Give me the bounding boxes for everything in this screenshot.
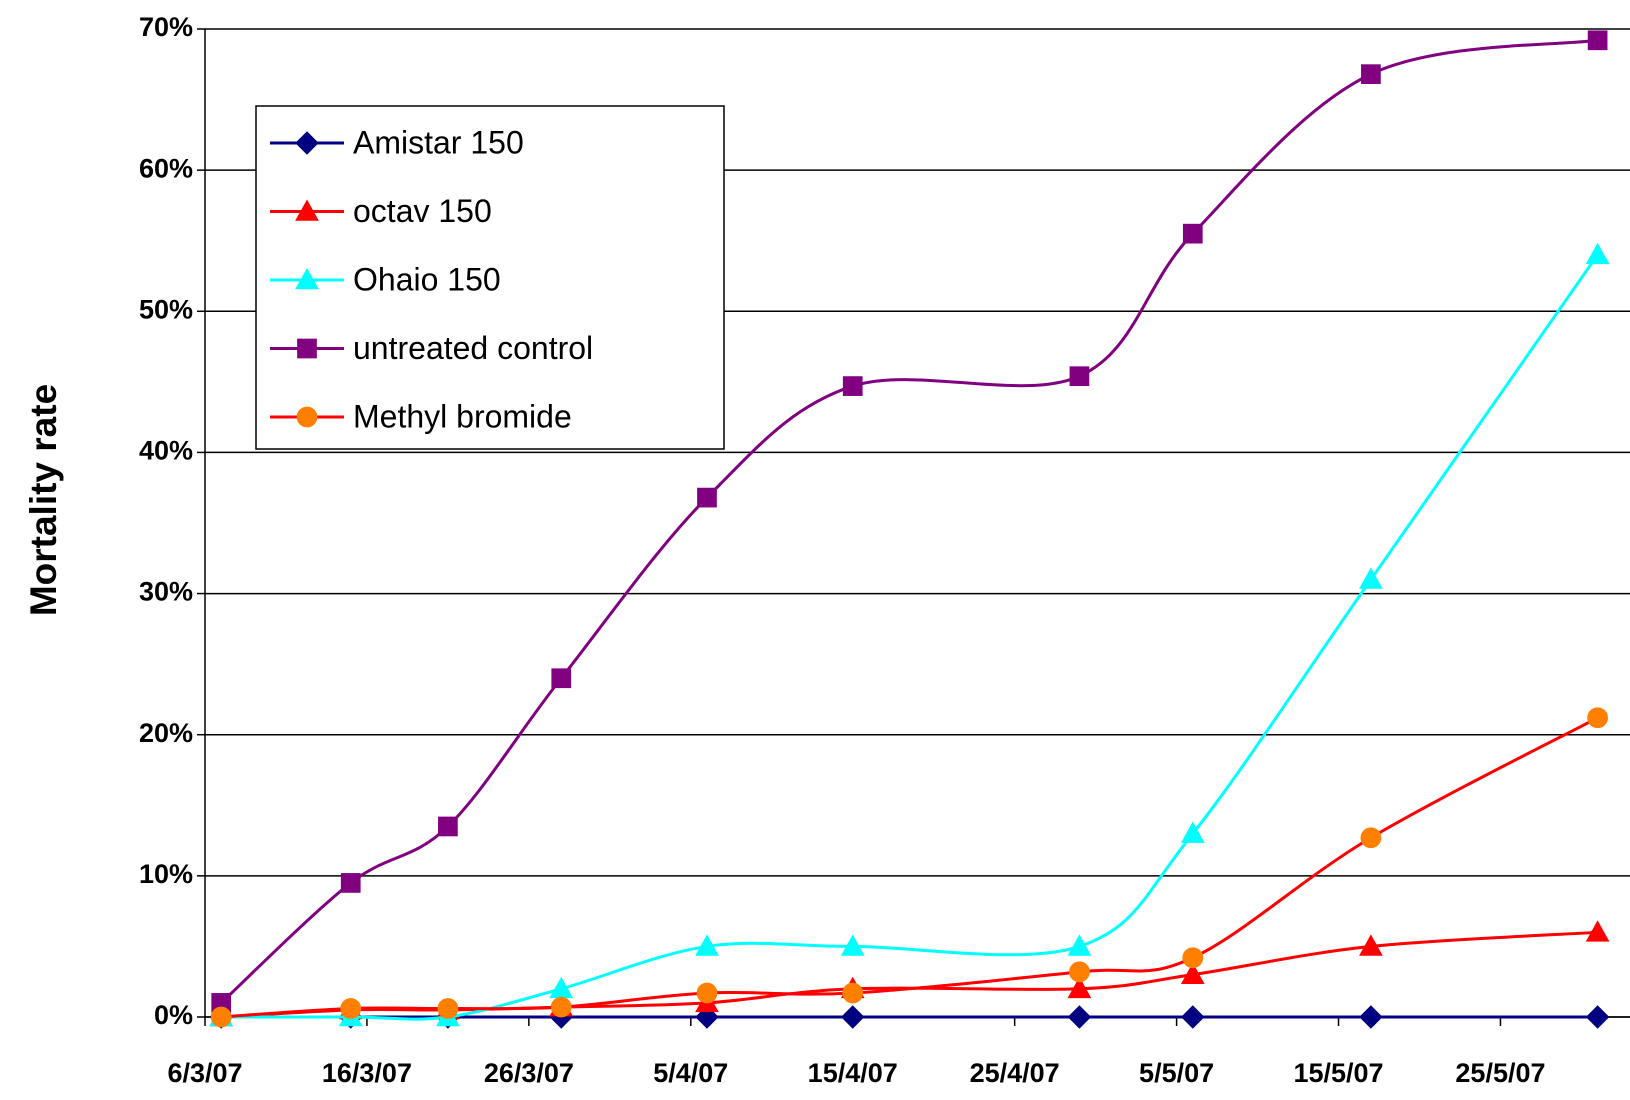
data-point [1181, 1005, 1205, 1029]
y-tick-label: 10% [139, 859, 193, 889]
legend-label: Methyl bromide [353, 398, 572, 434]
series-line [221, 253, 1599, 1021]
legend-label: Ohaio 150 [353, 261, 501, 297]
data-point [1069, 366, 1090, 387]
data-point [1585, 1005, 1610, 1029]
data-point [842, 376, 863, 396]
legend-box [255, 105, 725, 450]
data-point [842, 982, 864, 1004]
legend-label: Amistar 150 [353, 124, 524, 160]
x-tick-label: 6/3/07 [167, 1058, 242, 1088]
y-tick-label: 30% [139, 577, 193, 607]
data-point [697, 487, 717, 508]
data-point [1180, 821, 1205, 843]
series-line [221, 930, 1598, 1019]
y-tick-label: 60% [139, 153, 193, 183]
data-point [1360, 827, 1382, 849]
y-tick-label: 50% [139, 294, 193, 324]
legend-marker [297, 338, 317, 359]
y-tick-label: 20% [139, 718, 193, 748]
series-line [221, 716, 1599, 1019]
legend-label: octav 150 [353, 193, 492, 229]
legend-marker [295, 199, 319, 221]
x-tick-label: 15/5/07 [1293, 1058, 1383, 1088]
data-point [1069, 961, 1090, 983]
x-tick-label: 25/5/07 [1455, 1058, 1545, 1088]
data-point [551, 668, 572, 689]
data-point [1067, 934, 1092, 956]
legend-label: untreated control [353, 330, 593, 366]
x-tick-label: 25/4/07 [970, 1058, 1060, 1088]
x-tick-label: 5/5/07 [1139, 1058, 1214, 1088]
data-point [696, 982, 718, 1004]
legend-marker [295, 131, 319, 155]
y-tick-label: 0% [154, 1000, 193, 1030]
y-tick-label: 40% [139, 436, 193, 466]
data-point [1587, 30, 1608, 51]
data-point [840, 934, 865, 956]
data-point [438, 816, 458, 837]
x-tick-label: 15/4/07 [808, 1058, 898, 1088]
data-point [1361, 64, 1381, 85]
data-point [1585, 242, 1610, 265]
data-point [1359, 934, 1383, 956]
series-line [220, 38, 1598, 1004]
legend-marker [296, 406, 318, 428]
data-point [1359, 567, 1383, 589]
data-point [340, 873, 361, 893]
y-axis-label: Mortality rate [23, 384, 64, 616]
data-point [340, 998, 362, 1019]
data-point [1067, 1005, 1092, 1029]
data-point [1182, 947, 1204, 969]
data-point [210, 1006, 232, 1028]
data-point [1585, 920, 1610, 942]
data-point [841, 1005, 865, 1029]
y-tick-label: 70% [139, 12, 193, 42]
x-tick-label: 5/4/07 [653, 1058, 728, 1088]
data-point [1359, 1005, 1383, 1029]
x-tick-label: 16/3/07 [322, 1058, 412, 1088]
x-tick-label: 26/3/07 [484, 1058, 574, 1088]
legend-marker [295, 267, 319, 290]
data-point [550, 996, 572, 1018]
data-point [1182, 223, 1203, 244]
data-point [1180, 962, 1205, 984]
data-point [1587, 707, 1609, 729]
data-point [695, 934, 719, 956]
data-point [1067, 976, 1092, 999]
data-point [437, 998, 459, 1019]
